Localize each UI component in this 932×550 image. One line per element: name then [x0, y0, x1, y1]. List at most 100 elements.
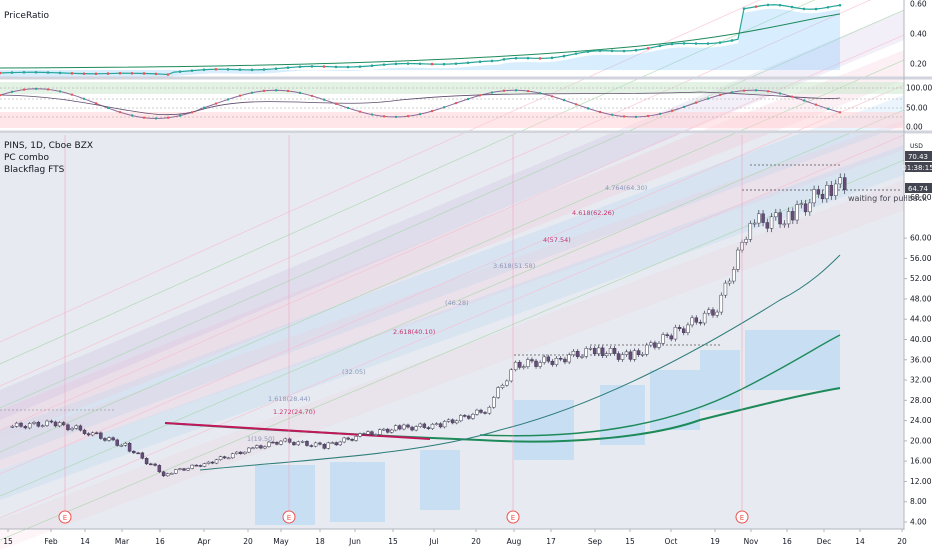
ratio-dot	[202, 68, 206, 72]
price-axis-tick-label: 48.00	[910, 294, 932, 303]
candle-body	[305, 441, 309, 446]
ratio-dot	[406, 62, 410, 65]
candle-body	[49, 420, 54, 423]
candle-body	[442, 421, 447, 428]
ratio-dot	[154, 72, 158, 76]
osc-dot	[826, 107, 830, 110]
candle-body	[350, 439, 354, 441]
channel-line	[0, 0, 761, 343]
time-axis[interactable]: 15 Feb 14 Mar 16 Apr 20 May 18 Jun 15 Jul 20 Aug 17 Sep…	[3, 529, 907, 546]
osc-dot	[502, 89, 506, 92]
price-axis-tick-label: 56.00	[910, 254, 932, 263]
candle-body	[842, 177, 847, 190]
ratio-dot	[10, 71, 14, 74]
candle-body	[342, 437, 346, 443]
candle-body	[140, 452, 145, 459]
fib-level-label: 4.618(62.26)	[572, 209, 614, 217]
ratio-dot	[118, 71, 122, 75]
osc-dot	[466, 97, 470, 101]
candle-body	[198, 465, 203, 467]
ratio-dot	[622, 49, 626, 53]
candle-body	[475, 409, 479, 415]
osc-dot	[226, 98, 230, 101]
fib-level-label: (46.28)	[445, 299, 469, 307]
osc-dot	[286, 89, 290, 93]
time-axis-tick-label: 15	[3, 537, 13, 546]
ratio-dot	[238, 68, 242, 71]
osc-dot	[490, 91, 494, 94]
ratio-dot	[250, 68, 254, 72]
ratio-dot	[586, 50, 590, 53]
candle-body	[393, 425, 398, 431]
candle-body	[620, 354, 625, 360]
osc-dot	[22, 88, 26, 91]
candle-body	[239, 451, 243, 455]
osc-axis[interactable]: 100.00 50.00 0.00	[906, 84, 932, 132]
candle-body	[761, 213, 765, 223]
candle-body	[644, 344, 649, 355]
channel-line	[0, 134, 905, 519]
osc-dot	[670, 109, 674, 112]
osc-dot	[706, 97, 710, 100]
support-cloud	[650, 370, 700, 430]
candle-body	[604, 353, 609, 356]
candle-body	[330, 442, 334, 444]
ratio-dot	[22, 71, 26, 74]
candle-body	[509, 369, 514, 382]
candle-body	[812, 189, 816, 204]
osc-dot	[814, 103, 818, 106]
osc-dot	[718, 93, 722, 97]
ratio-dot	[394, 62, 398, 66]
ratio-dot	[694, 42, 698, 45]
candle-body	[825, 184, 829, 200]
candle-body	[186, 468, 190, 471]
candle-body	[628, 351, 633, 360]
price-legend[interactable]: PINS, 1D, Cboe BZX PC combo Blackflag FT…	[4, 140, 93, 176]
fib-level-label: (32.05)	[342, 368, 366, 376]
time-axis-tick-label: 17	[546, 537, 556, 546]
candle-body	[136, 452, 140, 455]
price-axis-tick-label: 68.00	[910, 193, 932, 202]
candle-body	[534, 360, 538, 367]
ratio-dot	[658, 44, 662, 48]
osc-dot	[778, 92, 782, 95]
osc-dot	[82, 97, 86, 100]
candle-body	[313, 442, 318, 447]
candle-body	[170, 472, 174, 475]
candle-body	[723, 282, 728, 296]
osc-dot	[442, 106, 446, 109]
candle-body	[636, 350, 641, 355]
price-axis-tick-label: 40.00	[910, 335, 932, 344]
ratio-dot	[310, 65, 314, 68]
candle-body	[255, 445, 259, 449]
ratio-dot	[58, 71, 62, 75]
ratio-dot	[814, 7, 818, 11]
candle-body	[624, 351, 629, 355]
indicator-blackflag[interactable]: Blackflag FTS	[4, 165, 65, 175]
candle-body	[292, 442, 296, 446]
candle-body	[103, 438, 107, 441]
candle-body	[727, 280, 732, 284]
candle-body	[795, 204, 799, 221]
osc-dot	[550, 95, 554, 98]
time-axis-tick-label: 14	[855, 537, 865, 546]
candle-body	[218, 456, 223, 461]
ratio-axis[interactable]: 0.60 0.40 0.20	[910, 0, 927, 69]
osc-dot	[790, 95, 794, 98]
price-axis[interactable]: 68.00 60.00 56.00 52.00 48.00 44.00 40.00 36.00…	[904, 193, 932, 527]
ratio-dot	[274, 67, 278, 71]
fib-level-label: 4(57.54)	[543, 236, 571, 244]
candle-body	[74, 425, 78, 429]
indicator-pc-combo[interactable]: PC combo	[4, 153, 50, 163]
ratio-legend[interactable]: PriceRatio	[4, 10, 49, 22]
currency-label: USD	[910, 143, 923, 150]
candle-body	[53, 421, 58, 427]
ratio-dot	[418, 62, 422, 66]
osc-dot	[730, 91, 734, 94]
candle-body	[694, 317, 699, 323]
candle-body	[575, 350, 580, 358]
candle-body	[57, 422, 62, 427]
ratio-dot	[106, 72, 110, 75]
candle-body	[707, 309, 711, 314]
